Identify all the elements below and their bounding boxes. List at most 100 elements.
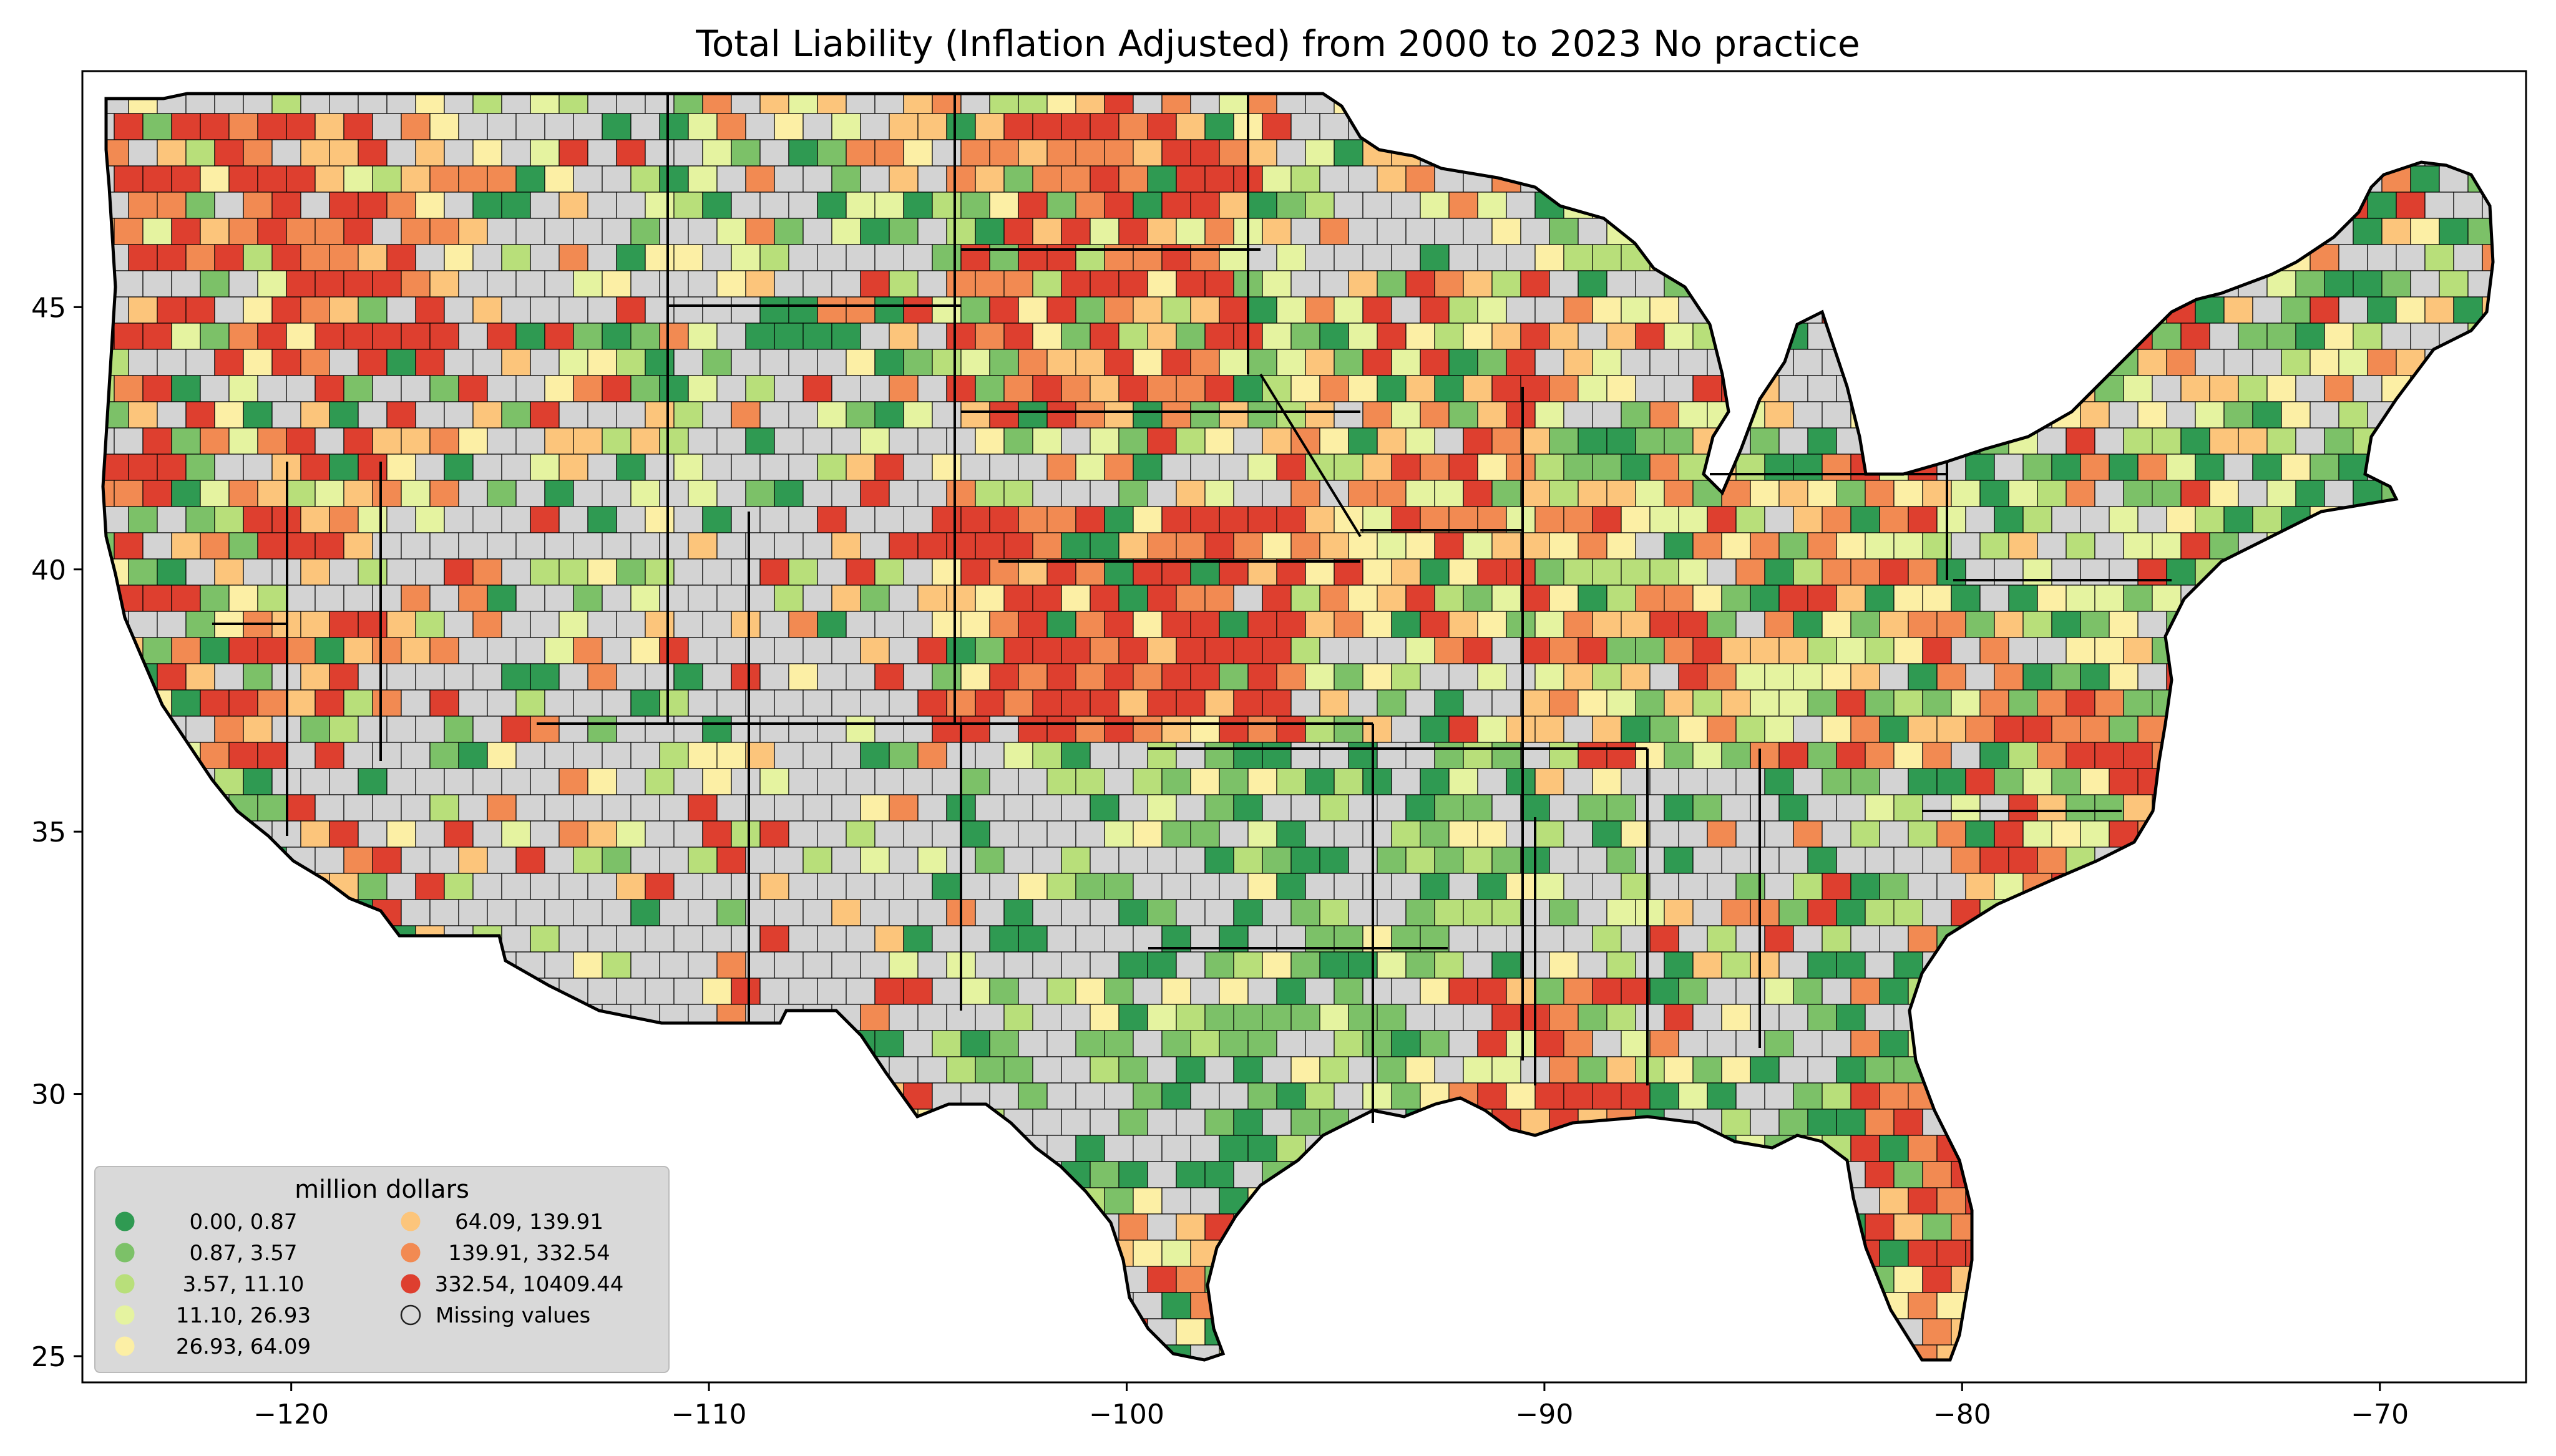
county-cell [1147, 532, 1177, 560]
county-cell [1578, 375, 1607, 402]
county-cell [659, 899, 689, 926]
county-cell [1133, 192, 1163, 219]
county-cell [1922, 637, 1952, 664]
county-cell [1305, 768, 1335, 795]
county-cell [1434, 847, 1464, 874]
county-cell [2022, 454, 2052, 481]
county-cell [1334, 506, 1363, 533]
county-cell [300, 768, 330, 795]
county-cell [846, 978, 876, 1005]
county-cell [1778, 637, 1808, 664]
county-cell [702, 611, 732, 638]
county-cell [1951, 742, 1981, 769]
county-cell [932, 978, 962, 1005]
county-cell [515, 585, 545, 612]
county-cell [1692, 847, 1722, 874]
county-cell [2109, 611, 2139, 638]
county-cell [630, 951, 660, 979]
county-cell [1750, 585, 1780, 612]
county-cell [544, 532, 574, 560]
county-cell [1090, 899, 1119, 926]
county-cell [343, 689, 373, 717]
county-cell [1018, 349, 1048, 376]
county-cell [2195, 401, 2225, 429]
county-cell [1936, 873, 1966, 900]
county-cell [2080, 820, 2110, 848]
county-cell [1362, 454, 1392, 481]
county-cell [1018, 873, 1048, 900]
county-cell [1707, 611, 1737, 638]
county-cell [401, 218, 431, 245]
county-cell [1391, 663, 1421, 691]
county-cell [1836, 532, 1866, 560]
county-cell [688, 218, 718, 245]
county-cell [1405, 585, 1435, 612]
county-cell [1247, 663, 1277, 691]
county-cell [1692, 637, 1722, 664]
county-cell [716, 637, 746, 664]
county-cell [286, 270, 316, 298]
county-cell [1262, 899, 1292, 926]
county-cell [1204, 1004, 1234, 1031]
county-cell [831, 480, 861, 507]
county-cell [401, 427, 431, 455]
county-cell [1075, 192, 1105, 219]
county-cell [903, 611, 933, 638]
county-cell [544, 270, 574, 298]
county-cell [2109, 506, 2139, 533]
county-cell [1147, 847, 1177, 874]
county-cell [989, 506, 1019, 533]
county-cell [903, 349, 933, 376]
county-cell [817, 978, 847, 1005]
county-cell [587, 506, 617, 533]
county-cell [587, 978, 617, 1005]
county-cell [1534, 1082, 1564, 1110]
county-cell [1377, 427, 1407, 455]
county-cell [1635, 427, 1665, 455]
county-cell [1965, 611, 1995, 638]
county-cell [1836, 585, 1866, 612]
county-cell [960, 925, 990, 953]
county-cell [157, 663, 187, 691]
county-cell [458, 742, 488, 769]
county-cell [2123, 742, 2153, 769]
county-cell [817, 401, 847, 429]
county-cell [358, 349, 388, 376]
county-cell [2367, 244, 2397, 271]
county-cell [1807, 847, 1837, 874]
county-cell [1247, 296, 1277, 324]
county-cell [1707, 925, 1737, 953]
county-cell [1090, 1056, 1119, 1084]
county-cell [1233, 427, 1263, 455]
county-cell [1377, 637, 1407, 664]
county-cell [1262, 585, 1292, 612]
county-cell [1276, 192, 1306, 219]
county-cell [1893, 1109, 1923, 1136]
county-cell [1247, 506, 1277, 533]
county-cell [1147, 1056, 1177, 1084]
county-cell [2367, 296, 2397, 324]
county-cell [1219, 139, 1249, 167]
county-cell [1133, 558, 1163, 586]
county-cell [1592, 663, 1622, 691]
county-cell [860, 585, 890, 612]
county-cell [1018, 925, 1048, 953]
county-cell [2324, 480, 2354, 507]
county-cell [1549, 375, 1579, 402]
county-cell [1061, 1004, 1091, 1031]
county-cell [659, 375, 689, 402]
county-cell [1090, 270, 1119, 298]
county-cell [559, 820, 588, 848]
county-cell [1075, 611, 1105, 638]
county-cell [716, 532, 746, 560]
county-cell [1434, 951, 1464, 979]
county-cell [1793, 768, 1823, 795]
county-cell [1477, 663, 1507, 691]
county-cell [1721, 951, 1751, 979]
county-cell [1506, 401, 1536, 429]
county-cell [472, 611, 502, 638]
county-cell [817, 244, 847, 271]
county-cell [1621, 716, 1651, 743]
county-cell [1233, 585, 1263, 612]
county-cell [1721, 637, 1751, 664]
